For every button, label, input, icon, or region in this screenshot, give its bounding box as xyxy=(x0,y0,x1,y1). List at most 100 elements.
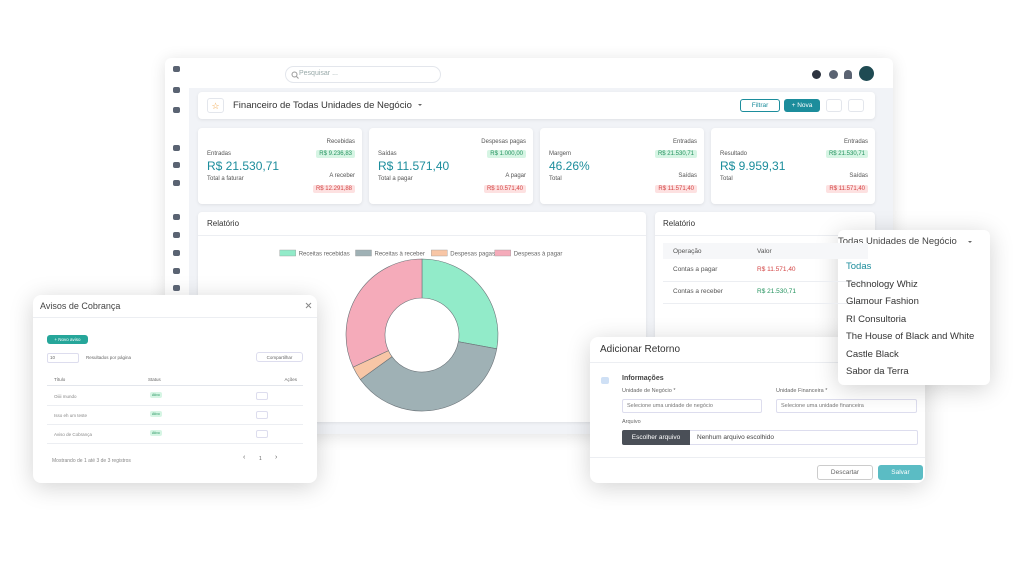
report-table-title: Relatório xyxy=(663,219,696,228)
field-label: Unidade de Negócio * xyxy=(622,388,676,394)
row-divider xyxy=(47,405,303,406)
sidebar-icon[interactable] xyxy=(173,162,180,168)
donut-slice xyxy=(359,341,498,412)
file-status: Nenhum arquivo escolhido xyxy=(697,434,774,441)
close-button[interactable] xyxy=(305,302,312,309)
select-placeholder: Selecione uma unidade financeira xyxy=(781,403,864,409)
dropdown-caret xyxy=(418,104,422,108)
sidebar-icon[interactable] xyxy=(173,250,180,256)
sidebar-icon[interactable] xyxy=(173,285,180,291)
kpi-bottom-badge: R$ 11.571,40 xyxy=(826,185,868,193)
kpi-bottom-label: Saídas xyxy=(849,173,868,179)
legend-swatch xyxy=(279,249,296,257)
business-select[interactable] xyxy=(622,399,762,413)
field-label: Arquivo xyxy=(622,419,641,425)
theme-icon[interactable] xyxy=(812,70,821,79)
new-button[interactable]: + Nova xyxy=(784,99,820,112)
field-label: Unidade Financeira * xyxy=(776,388,828,394)
sidebar-icon[interactable] xyxy=(173,87,180,93)
help-icon[interactable] xyxy=(829,70,838,79)
kpi-bottom-badge: R$ 12.291,88 xyxy=(312,185,355,193)
sidebar-icon[interactable] xyxy=(173,214,180,220)
status-badge: Ativo xyxy=(150,392,162,398)
table-header: Ações xyxy=(284,377,297,382)
search-box[interactable] xyxy=(285,66,441,83)
page-number[interactable]: 1 xyxy=(259,456,262,462)
divider xyxy=(590,457,925,458)
dropdown-item[interactable]: The House of Black and White xyxy=(846,331,975,342)
avisos-title: Avisos de Cobrança xyxy=(40,301,121,311)
kpi-top-badge: R$ 9.236,83 xyxy=(316,150,355,158)
expand-button[interactable] xyxy=(826,99,842,112)
kpi-top-badge: R$ 21.530,71 xyxy=(825,150,868,158)
page-title: Financeiro de Todas Unidades de Negócio xyxy=(233,100,412,111)
legend-swatch xyxy=(431,249,448,257)
kpi-top-label: Despesas pagas xyxy=(481,139,526,145)
sidebar-icon[interactable] xyxy=(173,180,180,186)
financial-select[interactable] xyxy=(776,399,917,413)
filter-button[interactable]: Filtrar xyxy=(740,99,780,112)
status-badge: Ativo xyxy=(150,411,162,417)
table-header: Título xyxy=(54,377,66,382)
table-cell: Contas a receber xyxy=(673,288,723,295)
sidebar-icon[interactable] xyxy=(173,268,180,274)
row-divider xyxy=(47,385,303,386)
kpi-sub-label: Total xyxy=(549,176,562,182)
dropdown-item[interactable]: Glamour Fashion xyxy=(846,296,919,307)
section-title: Informações xyxy=(622,375,664,382)
dropdown-item[interactable]: RI Consultoria xyxy=(846,313,907,325)
avisos-modal xyxy=(33,295,317,483)
dropdown-caret xyxy=(968,241,972,245)
section-icon xyxy=(601,377,609,384)
action-button[interactable] xyxy=(256,392,268,400)
status-badge: Ativo xyxy=(150,430,162,436)
new-notice-button[interactable]: + Novo aviso xyxy=(47,335,88,344)
save-button[interactable]: Salvar xyxy=(878,465,923,480)
row-divider xyxy=(663,281,868,282)
search-placeholder: Pesquisar ... xyxy=(299,70,338,77)
dropdown-item[interactable]: Castle Black xyxy=(846,348,899,360)
more-button[interactable] xyxy=(848,99,864,112)
header-bar xyxy=(198,92,875,119)
page-size-select[interactable] xyxy=(47,353,79,363)
report-title: Relatório xyxy=(207,219,240,228)
dropdown-item[interactable]: Technology Whiz xyxy=(846,278,918,290)
kpi-top-badge: R$ 1.000,00 xyxy=(487,150,526,158)
next-page[interactable]: › xyxy=(275,454,278,461)
sidebar-icon[interactable] xyxy=(173,232,180,238)
kpi-sub-label: Total a pagar xyxy=(378,176,413,182)
action-button[interactable] xyxy=(256,430,268,438)
dropdown-item[interactable]: Sabor da Terra xyxy=(846,366,909,377)
dropdown-item[interactable]: Todas xyxy=(846,261,872,272)
kpi-value: R$ 9.959,31 xyxy=(720,159,786,173)
kpi-top-label: Recebidas xyxy=(326,139,355,145)
sidebar-icon[interactable] xyxy=(173,145,180,151)
kpi-label: Entradas xyxy=(207,151,232,157)
share-button[interactable]: Compartilhar xyxy=(256,352,303,362)
kpi-value: R$ 11.571,40 xyxy=(378,159,450,173)
sidebar-icon[interactable] xyxy=(173,66,180,72)
legend-label: Receitas recebidas xyxy=(299,252,350,258)
discard-button[interactable]: Descartar xyxy=(817,465,873,480)
table-cell: R$ 11.571,40 xyxy=(757,266,796,273)
avatar[interactable] xyxy=(859,66,874,81)
file-button[interactable]: Escolher arquivo xyxy=(622,430,690,445)
select-placeholder: Selecione uma unidade de negócio xyxy=(627,403,713,409)
kpi-label: Saídas xyxy=(378,151,397,157)
legend-label: Receitas à receber xyxy=(375,252,425,258)
page-size-label: Resultados por página xyxy=(86,355,132,360)
row-title: Isso eh um teste xyxy=(54,413,88,418)
action-button[interactable] xyxy=(256,411,268,419)
search-icon xyxy=(291,71,299,79)
kpi-top-label: Entradas xyxy=(843,139,868,145)
prev-page[interactable]: ‹ xyxy=(243,454,246,461)
legend-swatch xyxy=(355,249,372,257)
bell-icon[interactable] xyxy=(844,70,852,79)
favorite-button[interactable]: ☆ xyxy=(207,98,224,113)
kpi-label: Resultado xyxy=(720,151,748,157)
kpi-top-badge: R$ 21.530,71 xyxy=(654,150,697,158)
sidebar-icon[interactable] xyxy=(173,107,180,113)
row-divider xyxy=(47,443,303,444)
dropdown-title[interactable]: Todas Unidades de Negócio xyxy=(838,236,957,247)
